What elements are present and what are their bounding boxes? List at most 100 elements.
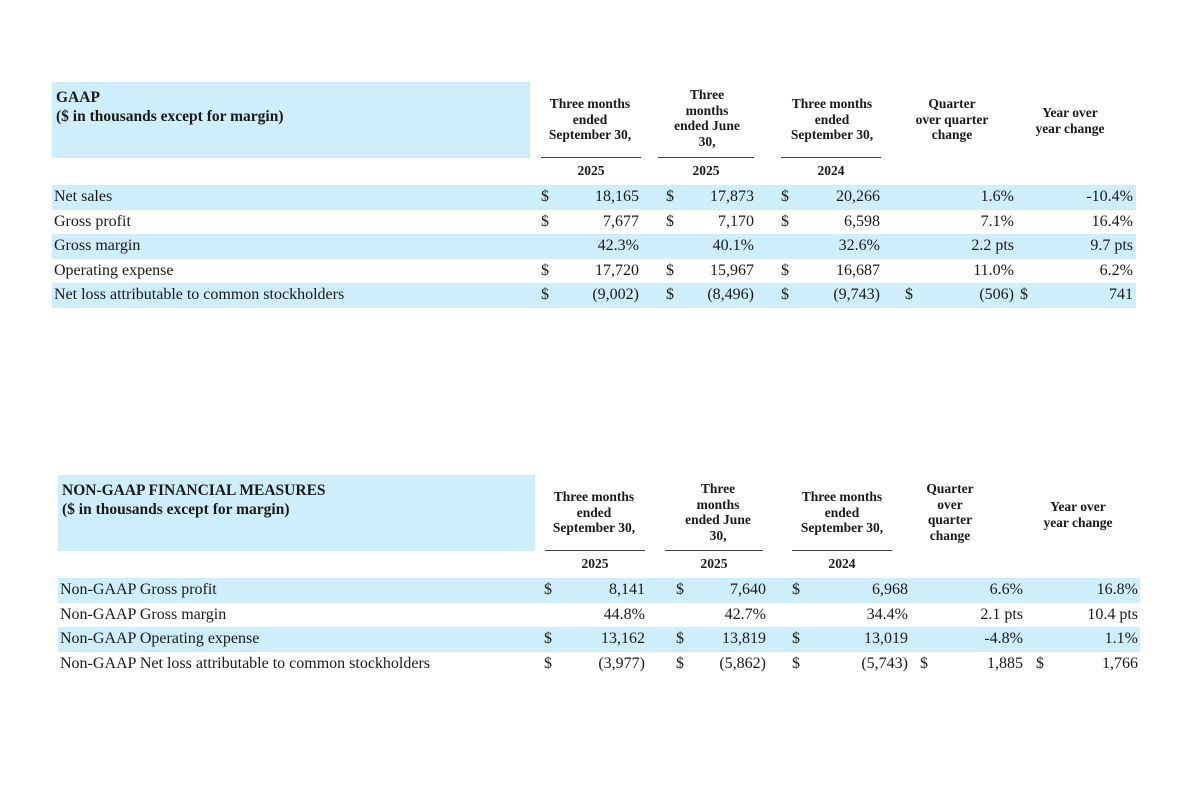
nongaap-col-header-q3-2025: Three months ended September 30, [542, 489, 646, 536]
value-qoq-change: 2.2 pts [971, 237, 1014, 254]
currency-symbol: $ [541, 286, 549, 303]
currency-symbol: $ [676, 581, 684, 598]
nongaap-col-header-q3-2024: Three months ended September 30, [790, 489, 894, 536]
header-line: 30, [698, 133, 716, 149]
header-line: ended [576, 504, 612, 520]
value-q3-current: 44.8% [603, 605, 645, 623]
header-line: ended June [674, 118, 740, 133]
table-row: Operating expense $17,720 $15,967 $16,687 11… [52, 259, 1136, 284]
currency-symbol: $ [541, 212, 549, 230]
header-line: months [696, 496, 740, 512]
value-qoq-change: 1.6% [980, 188, 1014, 205]
row-label: Net sales [54, 188, 113, 205]
value-qoq-change: 6.6% [989, 581, 1023, 598]
header-line: change [931, 127, 973, 142]
value-q3-prior: (5,743) [861, 654, 908, 672]
gaap-col-header-qoq: Quarter over quarter change [902, 96, 1002, 143]
currency-symbol: $ [544, 630, 552, 647]
header-rule [545, 550, 645, 551]
header-line: ended [824, 504, 860, 520]
currency-symbol: $ [781, 286, 789, 303]
header-line: months [685, 102, 729, 118]
value-q2-current: (5,862) [719, 654, 766, 672]
value-qoq-change: 11.0% [973, 261, 1014, 279]
value-q3-current: 17,720 [595, 261, 639, 279]
value-yoy-change: 16.8% [1096, 581, 1138, 598]
header-line: Quarter [926, 481, 974, 496]
gaap-col-header-yoy: Year over year change [1020, 105, 1120, 136]
year-label: 2025 [700, 556, 728, 571]
value-q3-prior: (9,743) [833, 286, 880, 303]
gaap-subtitle: ($ in thousands except for margin) [56, 108, 284, 125]
header-line: 30, [709, 527, 727, 543]
row-label: Non-GAAP Net loss attributable to common… [60, 654, 431, 672]
value-qoq-change: -4.8% [984, 630, 1023, 647]
nongaap-col-header-yoy: Year over year change [1028, 499, 1128, 530]
year-label: 2025 [581, 556, 609, 571]
header-line: over quarter [915, 111, 989, 127]
value-q2-current: (8,496) [707, 286, 754, 303]
value-q3-current: 18,165 [595, 188, 639, 205]
gaap-col-header-q3-2024: Three months ended September 30, [780, 96, 884, 143]
currency-symbol: $ [666, 286, 674, 303]
header-rule [658, 157, 754, 158]
table-row: Net sales $18,165 $17,873 $20,266 1.6% -10.4% [52, 185, 1136, 210]
table-row: Non-GAAP Gross margin 44.8% 42.7% 34.4% 2.1 … [58, 603, 1140, 628]
value-q2-current: 42.7% [724, 605, 766, 623]
year-label: 2025 [692, 163, 720, 178]
value-q3-prior: 34.4% [866, 605, 908, 623]
currency-symbol: $ [676, 654, 684, 672]
value-q3-current: (3,977) [598, 654, 645, 672]
value-q2-current: 40.1% [712, 237, 754, 254]
currency-symbol: $ [905, 286, 913, 303]
header-line: Three [700, 481, 736, 496]
currency-symbol: $ [781, 188, 789, 205]
table-row: Non-GAAP Gross profit $8,141 $7,640 $6,968 6… [58, 578, 1140, 603]
gaap-col-header-q2-2025: Three months ended June 30, [660, 87, 754, 149]
value-q3-prior: 6,598 [844, 212, 880, 230]
currency-symbol: $ [666, 188, 674, 205]
currency-symbol: $ [541, 188, 549, 205]
currency-symbol: $ [676, 630, 684, 647]
value-qoq-change: 1,885 [987, 654, 1023, 672]
currency-symbol: $ [666, 261, 674, 279]
header-line: quarter [927, 512, 973, 527]
header-line: Three months [801, 489, 883, 504]
year-label: 2024 [828, 556, 856, 571]
value-q3-prior: 20,266 [836, 188, 880, 205]
currency-symbol: $ [1020, 286, 1028, 303]
header-rule [665, 550, 763, 551]
gaap-table-title: GAAP ($ in thousands except for margin) [52, 82, 530, 158]
value-qoq-change: (506) [979, 286, 1014, 303]
header-line: ended [814, 111, 850, 127]
value-q2-current: 7,170 [718, 212, 754, 230]
header-line: year change [1035, 120, 1105, 136]
value-q3-prior: 13,019 [864, 630, 908, 647]
gaap-title: GAAP [56, 89, 100, 106]
value-q2-current: 15,967 [710, 261, 754, 279]
row-label: Non-GAAP Operating expense [60, 630, 260, 647]
value-yoy-change: 6.2% [1099, 261, 1133, 279]
header-line: ended [572, 111, 608, 127]
value-yoy-change: 16.4% [1091, 212, 1133, 230]
currency-symbol: $ [781, 212, 789, 230]
header-line: over [937, 496, 963, 512]
currency-symbol: $ [781, 261, 789, 279]
nongaap-subtitle: ($ in thousands except for margin) [62, 501, 290, 518]
row-label: Net loss attributable to common stockhol… [54, 286, 345, 303]
row-label: Operating expense [54, 261, 174, 279]
value-q2-current: 7,640 [730, 581, 766, 598]
value-q3-prior: 16,687 [836, 261, 880, 279]
value-qoq-change: 7.1% [980, 212, 1014, 230]
value-q3-prior: 32.6% [838, 237, 880, 254]
header-line: Quarter [928, 96, 976, 111]
header-line: Year over [1050, 499, 1106, 514]
value-yoy-change: -10.4% [1086, 188, 1133, 205]
nongaap-title: NON-GAAP FINANCIAL MEASURES [62, 482, 326, 499]
value-yoy-change: 9.7 pts [1090, 237, 1133, 254]
header-line: ended June [685, 512, 751, 527]
header-line: year change [1043, 514, 1113, 530]
value-yoy-change: 741 [1109, 286, 1133, 303]
value-q3-current: 42.3% [597, 237, 639, 254]
header-line: September 30, [800, 520, 884, 535]
